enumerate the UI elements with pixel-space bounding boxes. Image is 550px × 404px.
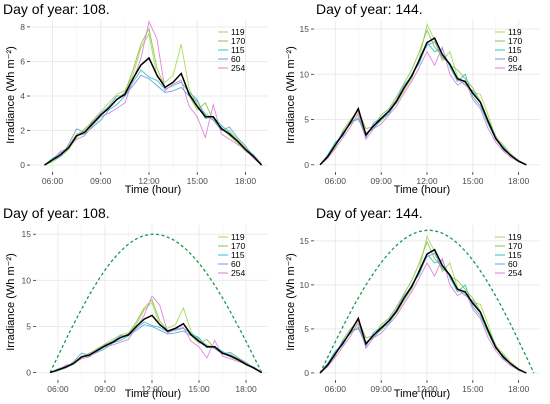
y-axis-label: Irradiance (Wh m⁻²) xyxy=(285,253,297,351)
x-tick-label: 06:00 xyxy=(325,384,347,394)
y-tick-label: 15 xyxy=(22,229,32,239)
legend-label: 115 xyxy=(508,250,522,260)
y-tick-label: 10 xyxy=(22,275,32,285)
series-line-254 xyxy=(44,20,262,166)
legend-label: 60 xyxy=(231,259,241,269)
x-tick-label: 18:00 xyxy=(508,384,530,394)
series-line-254 xyxy=(319,45,527,166)
x-tick-label: 09:00 xyxy=(371,176,393,186)
mean-line xyxy=(319,248,527,374)
y-axis-label: Irradiance (Wh m⁻²) xyxy=(5,46,17,144)
mean-line xyxy=(319,37,527,166)
series-line-119 xyxy=(44,32,262,166)
x-tick-label: 15:00 xyxy=(188,384,210,394)
y-tick-label: 0 xyxy=(304,160,309,170)
y-axis-label: Irradiance (Wh m⁻²) xyxy=(5,253,17,351)
x-tick-label: 18:00 xyxy=(508,176,530,186)
legend-label: 119 xyxy=(231,27,245,37)
y-tick-label: 15 xyxy=(300,24,310,34)
x-tick-label: 18:00 xyxy=(235,176,257,186)
x-tick-label: 06:00 xyxy=(42,176,64,186)
legend-label: 170 xyxy=(508,36,522,46)
legend-label: 119 xyxy=(231,232,245,242)
mean-line xyxy=(49,314,263,374)
y-tick-label: 0 xyxy=(20,160,25,170)
panel-bottom-left: Day of year: 108. Time (hour) Irradiance… xyxy=(3,205,268,400)
x-tick-label: 15:00 xyxy=(462,384,484,394)
legend-label: 254 xyxy=(508,63,522,73)
panel-top-right: Day of year: 144. Time (hour) Irradiance… xyxy=(285,1,540,196)
y-axis-label: Irradiance (Wh m⁻²) xyxy=(285,46,297,144)
legend-label: 119 xyxy=(508,232,522,242)
x-tick-label: 18:00 xyxy=(235,384,257,394)
y-tick-label: 5 xyxy=(304,324,309,334)
x-tick-label: 09:00 xyxy=(371,384,393,394)
legend-label: 170 xyxy=(231,241,245,251)
y-tick-label: 0 xyxy=(304,368,309,378)
legend-label: 115 xyxy=(231,45,245,55)
legend-label: 170 xyxy=(508,241,522,251)
series-line-254 xyxy=(319,257,527,374)
y-tick-label: 4 xyxy=(20,91,25,101)
y-tick-label: 10 xyxy=(300,280,310,290)
x-tick-label: 12:00 xyxy=(138,176,160,186)
panel-title: Day of year: 144. xyxy=(316,1,423,17)
x-tick-label: 15:00 xyxy=(187,176,209,186)
panel-title: Day of year: 144. xyxy=(316,205,423,221)
y-tick-label: 6 xyxy=(20,56,25,66)
panel-title: Day of year: 108. xyxy=(3,1,110,17)
legend-label: 115 xyxy=(231,250,245,260)
y-tick-label: 10 xyxy=(300,69,310,79)
clear-sky-envelope xyxy=(49,233,263,373)
panel-title: Day of year: 108. xyxy=(3,205,110,221)
legend-label: 254 xyxy=(231,63,245,73)
legend-label: 60 xyxy=(508,259,518,269)
legend-label: 254 xyxy=(231,268,245,278)
legend-label: 254 xyxy=(508,268,522,278)
panel-top-left: Day of year: 108. Time (hour) Irradiance… xyxy=(3,1,268,196)
legend-label: 60 xyxy=(231,54,241,64)
x-axis-label: Time (hour) xyxy=(125,184,181,196)
legend-label: 119 xyxy=(508,27,522,37)
y-tick-label: 5 xyxy=(26,321,31,331)
y-tick-label: 8 xyxy=(20,22,25,32)
y-tick-label: 5 xyxy=(304,115,309,125)
series-line-60 xyxy=(44,74,262,166)
series-line-60 xyxy=(49,324,262,374)
x-tick-label: 12:00 xyxy=(416,176,438,186)
x-tick-label: 06:00 xyxy=(325,176,347,186)
legend-label: 170 xyxy=(231,36,245,46)
x-tick-label: 09:00 xyxy=(94,384,116,394)
y-tick-label: 2 xyxy=(20,126,25,136)
series-line-254 xyxy=(49,295,262,374)
x-axis-label: Time (hour) xyxy=(125,388,181,400)
legend-label: 60 xyxy=(508,54,518,64)
panel-bottom-right: Day of year: 144. Time (hour) Irradiance… xyxy=(285,205,540,400)
x-tick-label: 09:00 xyxy=(90,176,112,186)
x-tick-label: 12:00 xyxy=(141,384,163,394)
y-tick-label: 15 xyxy=(300,236,310,246)
clear-sky-envelope xyxy=(319,229,535,374)
legend-label: 115 xyxy=(508,45,522,55)
mean-line xyxy=(44,56,263,166)
x-tick-label: 15:00 xyxy=(462,176,484,186)
x-tick-label: 12:00 xyxy=(416,384,438,394)
x-axis-label: Time (hour) xyxy=(394,388,450,400)
x-axis-label: Time (hour) xyxy=(394,184,450,196)
y-tick-label: 0 xyxy=(26,368,31,378)
x-tick-label: 06:00 xyxy=(47,384,69,394)
